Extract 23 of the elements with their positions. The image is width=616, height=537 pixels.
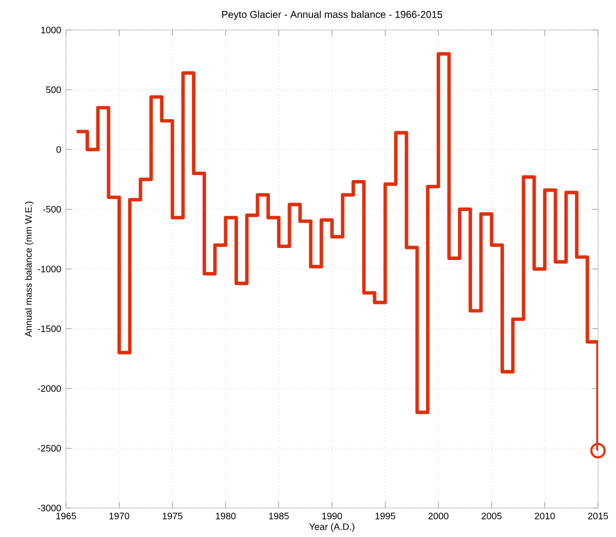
x-tick-label: 2010: [534, 512, 555, 520]
x-tick-label: 2015: [588, 512, 608, 520]
y-tick-label: -1500: [38, 325, 61, 332]
x-tick-label: 1965: [56, 512, 76, 520]
x-tick-label: 1970: [110, 512, 130, 520]
y-tick-label: 1000: [41, 26, 61, 34]
y-tick-label: -2000: [38, 385, 61, 392]
x-axis-title: Year (A.D.): [309, 523, 354, 532]
y-axis-title: Annual mass balance (mm W.E.): [24, 202, 34, 337]
y-tick-label: -1000: [38, 266, 61, 272]
x-tick-label: 1975: [162, 512, 182, 520]
x-tick-label: 1985: [269, 512, 289, 520]
y-tick-label: 0: [56, 146, 61, 153]
y-tick-label: -500: [43, 206, 61, 213]
x-tick-label: 1990: [322, 512, 342, 520]
y-tick-label: -2500: [38, 444, 61, 452]
y-tick-label: 500: [46, 86, 61, 94]
y-tick-label: -3000: [38, 504, 61, 512]
chart-title: Peyto Glacier - Annual mass balance - 1966-2015: [222, 10, 442, 20]
x-tick-label: 2005: [482, 512, 502, 520]
x-tick-label: 2000: [428, 512, 448, 520]
x-tick-label: 1980: [216, 512, 236, 520]
x-tick-label: 1995: [376, 512, 396, 520]
